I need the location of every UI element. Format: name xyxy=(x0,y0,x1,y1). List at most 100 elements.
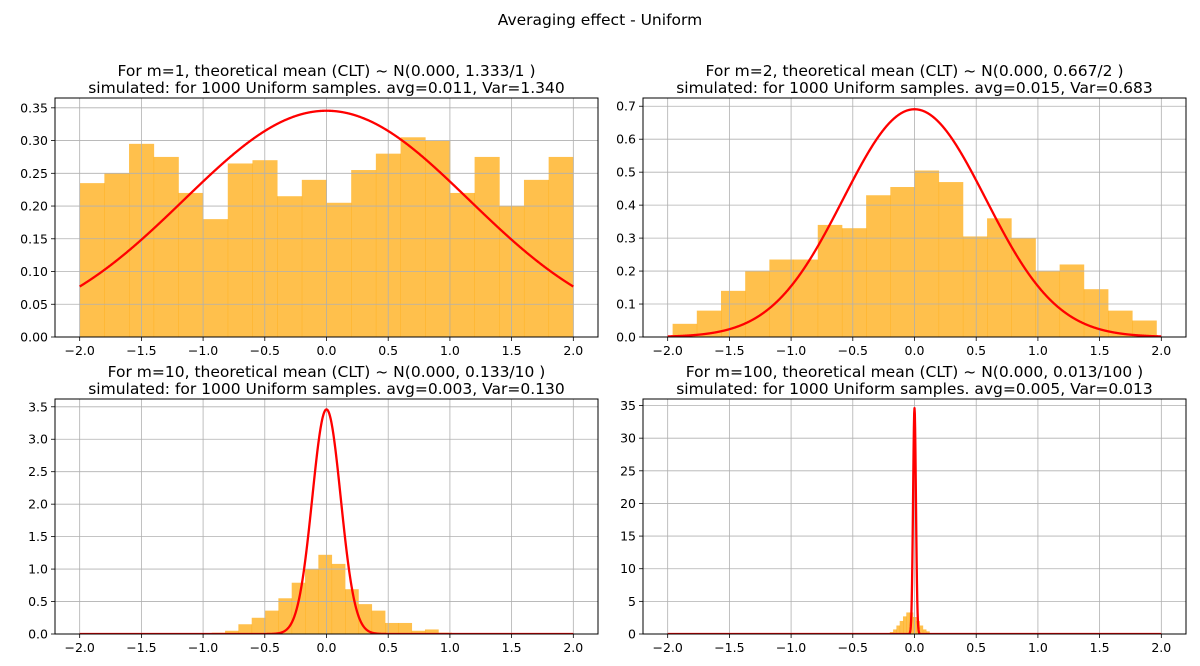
histogram-bar xyxy=(238,624,253,634)
x-tick-label: 0.0 xyxy=(317,640,337,655)
x-tick-label: −1.0 xyxy=(776,640,806,655)
y-tick-label: 0 xyxy=(628,627,636,642)
y-tick-label: 15 xyxy=(620,529,636,544)
y-tick-label: 0.1 xyxy=(616,297,636,312)
histogram-bar xyxy=(318,554,333,634)
histogram-bar xyxy=(1059,264,1085,337)
x-tick-label: 2.0 xyxy=(563,640,583,655)
x-tick-label: 0.0 xyxy=(317,343,337,358)
histogram xyxy=(672,170,1157,337)
y-tick-label: 0.4 xyxy=(616,198,636,213)
subplot-3: For m=10, theoretical mean (CLT) ~ N(0.0… xyxy=(28,363,599,655)
normal-curve xyxy=(78,408,575,634)
y-tick-label: 3.0 xyxy=(28,432,48,447)
y-tick-label: 0.30 xyxy=(20,133,48,148)
x-tick-label: 1.0 xyxy=(1028,640,1048,655)
y-tick-label: 0.2 xyxy=(616,264,636,279)
y-tick-label: 0.3 xyxy=(616,231,636,246)
x-tick-label: 1.0 xyxy=(1028,343,1048,358)
x-tick-label: −2.0 xyxy=(65,343,95,358)
subplot-title: For m=10, theoretical mean (CLT) ~ N(0.0… xyxy=(108,363,546,381)
x-tick-label: 0.5 xyxy=(378,343,398,358)
y-tick-label: 0.5 xyxy=(28,594,48,609)
x-tick-label: 2.0 xyxy=(1151,343,1171,358)
subplot-title: For m=2, theoretical mean (CLT) ~ N(0.00… xyxy=(706,62,1124,80)
y-tick-label: 3.5 xyxy=(28,399,48,414)
y-tick-label: 35 xyxy=(620,398,636,413)
subplot-4: For m=100, theoretical mean (CLT) ~ N(0.… xyxy=(620,363,1187,655)
histogram-bar xyxy=(548,156,574,337)
histogram-bar xyxy=(866,195,891,337)
subplot-subtitle: simulated: for 1000 Uniform samples. avg… xyxy=(88,380,565,398)
histogram-bar xyxy=(474,156,500,337)
histogram-bar xyxy=(153,156,179,337)
histogram-bar xyxy=(225,630,239,634)
x-tick-label: −2.0 xyxy=(653,640,683,655)
histogram-bar xyxy=(278,598,293,634)
subplot-2: For m=2, theoretical mean (CLT) ~ N(0.00… xyxy=(616,62,1187,358)
y-tick-label: 25 xyxy=(620,463,636,478)
histogram-bar xyxy=(104,173,130,337)
histogram-bar xyxy=(449,192,475,337)
x-tick-label: 2.0 xyxy=(563,343,583,358)
histogram-bar xyxy=(227,163,253,337)
subplot-title: For m=1, theoretical mean (CLT) ~ N(0.00… xyxy=(118,62,536,80)
histogram-bar xyxy=(919,625,924,634)
x-tick-label: 1.5 xyxy=(502,640,522,655)
histogram-bar xyxy=(987,218,1012,337)
y-tick-label: 1.0 xyxy=(28,562,48,577)
y-tick-label: 2.0 xyxy=(28,497,48,512)
x-tick-label: −0.5 xyxy=(250,640,280,655)
histogram-bar xyxy=(914,170,940,337)
x-tick-label: −0.5 xyxy=(838,343,868,358)
histogram-bar xyxy=(301,179,327,337)
y-tick-label: 0.15 xyxy=(20,231,48,246)
histogram-bar xyxy=(400,137,426,337)
x-tick-label: −1.5 xyxy=(126,640,156,655)
histogram xyxy=(211,554,453,634)
subplot-subtitle: simulated: for 1000 Uniform samples. avg… xyxy=(676,380,1153,398)
histogram-bar xyxy=(841,228,867,337)
y-tick-label: 0.35 xyxy=(20,100,48,115)
x-tick-label: −2.0 xyxy=(65,640,95,655)
histogram-bar xyxy=(265,610,279,634)
x-tick-label: −1.5 xyxy=(714,343,744,358)
y-tick-label: 5 xyxy=(628,594,636,609)
x-tick-label: 0.0 xyxy=(905,343,925,358)
subplot-subtitle: simulated: for 1000 Uniform samples. avg… xyxy=(88,79,565,97)
y-tick-label: 0.00 xyxy=(20,330,48,345)
x-tick-label: 0.5 xyxy=(966,343,986,358)
histogram-bar xyxy=(962,236,988,337)
x-tick-label: 0.5 xyxy=(966,640,986,655)
y-tick-label: 2.5 xyxy=(28,464,48,479)
histogram-bar xyxy=(351,170,377,337)
normal-curve xyxy=(78,109,575,288)
x-tick-label: 1.5 xyxy=(1090,343,1110,358)
y-tick-label: 0.0 xyxy=(28,627,48,642)
y-tick-label: 20 xyxy=(620,496,636,511)
histogram-bar xyxy=(424,629,439,634)
subplot-1: For m=1, theoretical mean (CLT) ~ N(0.00… xyxy=(20,62,599,358)
histogram-bar xyxy=(899,620,904,634)
histogram-bar xyxy=(893,629,897,634)
grid xyxy=(55,98,598,338)
x-tick-label: −1.0 xyxy=(188,343,218,358)
histogram-bar xyxy=(938,182,964,337)
y-tick-label: 0.05 xyxy=(20,297,48,312)
x-tick-label: −1.5 xyxy=(126,343,156,358)
histogram-bar xyxy=(371,610,386,634)
y-tick-label: 0.20 xyxy=(20,199,48,214)
histogram-bar xyxy=(672,323,698,337)
x-tick-label: −1.0 xyxy=(188,640,218,655)
histogram-bar xyxy=(902,616,907,634)
x-tick-label: 2.0 xyxy=(1151,640,1171,655)
y-tick-label: 0.0 xyxy=(616,330,636,345)
y-tick-label: 1.5 xyxy=(28,529,48,544)
histogram-bar xyxy=(398,622,413,634)
histogram-bar xyxy=(922,629,927,634)
histogram-bar xyxy=(926,631,930,634)
grid xyxy=(55,399,598,635)
histogram-bar xyxy=(906,612,910,634)
x-tick-label: 1.5 xyxy=(502,343,522,358)
